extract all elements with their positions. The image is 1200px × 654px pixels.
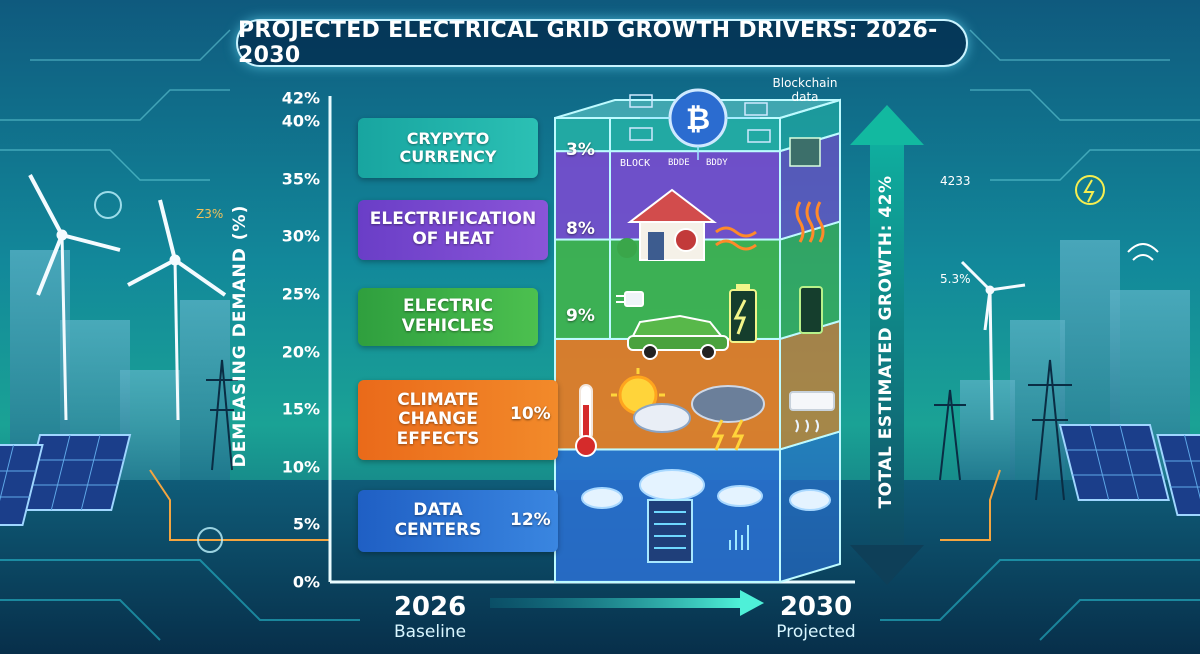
label-datacenters: DATA CENTERS [358,490,558,552]
time-arrow [490,590,764,616]
x-category-2026: 2026 [393,592,467,622]
label-heat: ELECTRIFICATION OF HEAT [358,200,548,260]
segment-crypto [554,117,781,153]
y-tick-label: 40% [281,111,320,131]
y-tick-label: 20% [281,342,320,362]
value-label-climate: 10% [510,404,551,424]
block-word: BDDE [668,158,690,168]
value-label-ev: 9% [566,306,595,326]
wind-turbine-icon [960,260,1026,421]
battery-icon [729,284,823,343]
car-icon [627,314,729,360]
heat-waves-icon [715,201,825,251]
y-tick-label: 10% [281,457,320,477]
label-crypto: CRYPYTO CURRENCY [358,118,538,178]
bitcoin-icon: ₿ [629,88,821,167]
value-label-datacenters: 12% [510,510,551,530]
scene-note: 4233 [940,174,971,188]
scene-note: Z3% [196,207,224,221]
svg-text:₿: ₿ [686,102,710,137]
y-tick-label: 5% [292,514,320,534]
wind-turbine-icon [28,174,227,421]
total-growth-arrow [850,105,924,585]
y-tick-label: 25% [281,284,320,304]
y-tick-label: 35% [281,169,320,189]
block-word: BDDY [706,158,728,168]
total-growth-label: TOTAL ESTIMATED GROWTH: 42% [876,175,896,509]
storm-cloud-icon [691,385,765,451]
pylon-icon [206,359,1072,501]
x-category-2030: 2030 [779,592,853,622]
title-pill: PROJECTED ELECTRICAL GRID GROWTH DRIVERS… [236,18,968,68]
air-conditioner-icon [789,391,835,433]
cloud-server-icon [581,469,831,563]
plug-icon [616,291,644,307]
y-tick-label: 15% [281,399,320,419]
thermometer-icon [575,384,597,457]
y-tick-label: 30% [281,226,320,246]
house-icon [617,188,717,261]
sun-icon [611,368,691,433]
x-sublabel-projected: Projected [776,622,856,642]
chart-title: PROJECTED ELECTRICAL GRID GROWTH DRIVERS… [238,18,938,68]
x-sublabel-baseline: Baseline [393,622,467,642]
y-tick-label: 42% [281,88,320,108]
value-label-crypto: 3% [566,140,595,160]
y-tick-label: 0% [292,572,320,592]
value-label-heat: 8% [566,219,595,239]
label-ev: ELECTRIC VEHICLES [358,288,538,346]
label-climate: CLIMATE CHANGE EFFECTS [358,380,558,460]
scene-note: 5.3% [940,272,971,286]
solar-panel-icon [0,424,1200,526]
block-word: BLOCK [620,158,651,169]
blockchain-note: Blockchain data [772,76,838,105]
